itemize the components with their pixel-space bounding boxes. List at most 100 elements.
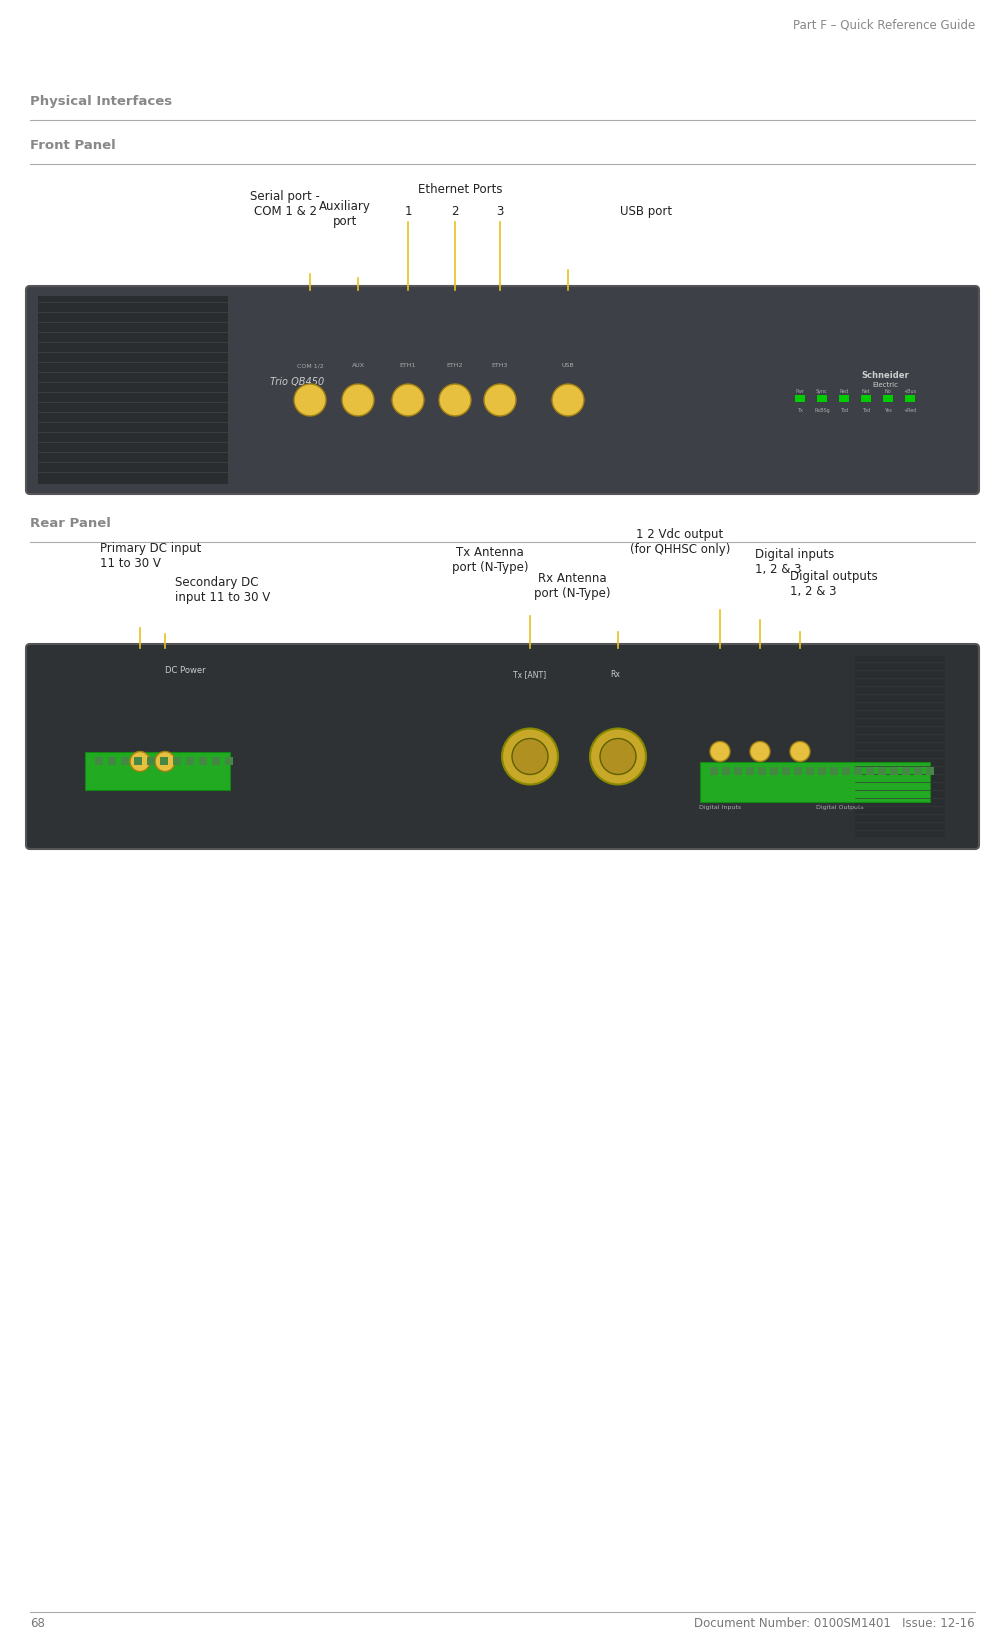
- Bar: [794, 766, 802, 774]
- Text: Auxiliary
port: Auxiliary port: [319, 200, 371, 228]
- Text: Sync: Sync: [816, 390, 828, 395]
- FancyBboxPatch shape: [26, 286, 979, 494]
- Bar: [700, 761, 930, 802]
- Text: USB port: USB port: [620, 205, 672, 218]
- Circle shape: [392, 385, 424, 416]
- Text: Document Number: 0100SM1401   Issue: 12-16: Document Number: 0100SM1401 Issue: 12-16: [694, 1617, 975, 1630]
- Text: Net: Net: [861, 390, 870, 395]
- Text: Tx: Tx: [797, 408, 803, 413]
- Text: Ethernet Ports: Ethernet Ports: [418, 183, 502, 196]
- Circle shape: [710, 742, 730, 761]
- Text: 68: 68: [30, 1617, 45, 1630]
- Bar: [108, 756, 116, 764]
- Bar: [839, 395, 849, 403]
- Bar: [722, 766, 730, 774]
- Bar: [734, 766, 742, 774]
- Text: Red: Red: [839, 390, 848, 395]
- Bar: [225, 756, 233, 764]
- Circle shape: [750, 742, 770, 761]
- Text: Part F – Quick Reference Guide: Part F – Quick Reference Guide: [793, 18, 975, 31]
- Text: Physical Interfaces: Physical Interfaces: [30, 95, 172, 108]
- Text: AUX: AUX: [352, 363, 365, 368]
- Bar: [902, 766, 910, 774]
- Text: USB: USB: [562, 363, 574, 368]
- Bar: [173, 756, 181, 764]
- Circle shape: [130, 751, 150, 771]
- Bar: [121, 756, 129, 764]
- Circle shape: [294, 385, 326, 416]
- Bar: [186, 756, 194, 764]
- Bar: [710, 766, 718, 774]
- Circle shape: [790, 742, 810, 761]
- Text: Tx Antenna
port (N-Type): Tx Antenna port (N-Type): [452, 547, 529, 575]
- Text: Rx: Rx: [610, 670, 620, 679]
- Bar: [38, 296, 228, 485]
- Circle shape: [512, 738, 548, 774]
- Bar: [134, 756, 142, 764]
- Bar: [212, 756, 220, 764]
- Bar: [830, 766, 838, 774]
- Bar: [842, 766, 850, 774]
- Bar: [855, 656, 945, 837]
- Bar: [904, 395, 915, 403]
- Text: Tx [ANT]: Tx [ANT]: [514, 670, 547, 679]
- Bar: [95, 756, 103, 764]
- Text: 2: 2: [451, 205, 458, 218]
- Bar: [878, 766, 886, 774]
- Text: ETH1: ETH1: [400, 363, 416, 368]
- Bar: [160, 756, 168, 764]
- Text: 1 2 Vdc output
(for QHHSC only): 1 2 Vdc output (for QHHSC only): [630, 529, 731, 557]
- Bar: [758, 766, 766, 774]
- Bar: [806, 766, 814, 774]
- Text: Rear Panel: Rear Panel: [30, 517, 111, 530]
- Text: Secondary DC
input 11 to 30 V: Secondary DC input 11 to 30 V: [175, 576, 270, 604]
- Circle shape: [552, 385, 584, 416]
- Text: Serial port -
COM 1 & 2: Serial port - COM 1 & 2: [250, 190, 320, 218]
- Text: Tod: Tod: [840, 408, 848, 413]
- Bar: [770, 766, 778, 774]
- Bar: [746, 766, 754, 774]
- Bar: [861, 395, 871, 403]
- Bar: [890, 766, 898, 774]
- Text: DC Power: DC Power: [165, 666, 205, 674]
- Circle shape: [600, 738, 636, 774]
- Text: Primary DC input
11 to 30 V: Primary DC input 11 to 30 V: [100, 542, 201, 570]
- Bar: [818, 766, 826, 774]
- Bar: [866, 766, 874, 774]
- Bar: [782, 766, 790, 774]
- Text: Tod: Tod: [862, 408, 870, 413]
- Bar: [817, 395, 827, 403]
- Text: +Bus: +Bus: [903, 390, 917, 395]
- Text: Digital Inputs: Digital Inputs: [698, 804, 741, 810]
- Text: Digital outputs
1, 2 & 3: Digital outputs 1, 2 & 3: [790, 570, 877, 598]
- Text: Digital inputs
1, 2 & 3: Digital inputs 1, 2 & 3: [755, 548, 834, 576]
- Circle shape: [342, 385, 374, 416]
- Bar: [914, 766, 922, 774]
- Text: Schneider: Schneider: [861, 370, 909, 380]
- Text: ETH3: ETH3: [491, 363, 509, 368]
- Text: Digital Outputs: Digital Outputs: [816, 804, 864, 810]
- FancyBboxPatch shape: [26, 643, 979, 850]
- Bar: [147, 756, 155, 764]
- Text: +Red: +Red: [903, 408, 917, 413]
- Circle shape: [439, 385, 471, 416]
- Circle shape: [590, 728, 646, 784]
- Bar: [795, 395, 805, 403]
- Bar: [926, 766, 934, 774]
- Text: Trio QB450: Trio QB450: [270, 377, 325, 386]
- Text: Electric: Electric: [872, 381, 898, 388]
- Text: RxBSg: RxBSg: [814, 408, 830, 413]
- Bar: [854, 766, 862, 774]
- Circle shape: [155, 751, 175, 771]
- Bar: [199, 756, 207, 764]
- Text: Front Panel: Front Panel: [30, 139, 116, 152]
- Bar: [883, 395, 893, 403]
- Circle shape: [502, 728, 558, 784]
- Text: No: No: [884, 390, 891, 395]
- Bar: [85, 751, 230, 789]
- Text: ETH2: ETH2: [447, 363, 463, 368]
- Text: Yes: Yes: [884, 408, 892, 413]
- Text: Pwr: Pwr: [796, 390, 804, 395]
- Text: 1: 1: [404, 205, 412, 218]
- Text: COM 1/2: COM 1/2: [296, 363, 324, 368]
